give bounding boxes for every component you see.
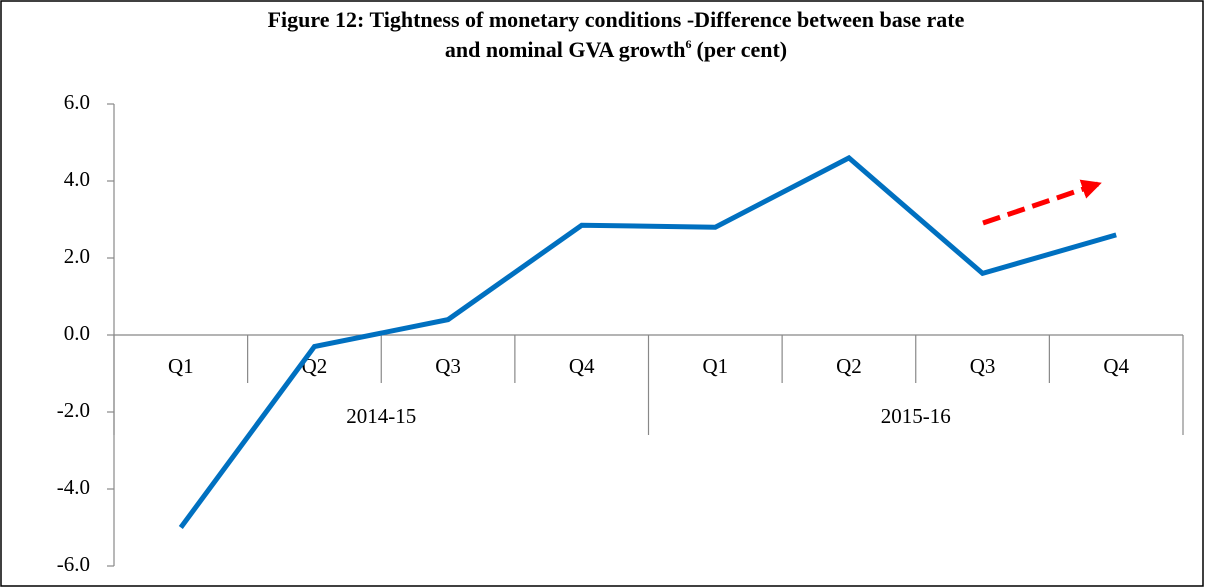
x-tick-label: Q1 xyxy=(702,354,728,378)
x-tick-label: Q4 xyxy=(1103,354,1129,378)
x-tick-label: Q3 xyxy=(970,354,996,378)
title-unit: (per cent) xyxy=(697,37,788,62)
y-tick-label: 4.0 xyxy=(64,167,90,191)
y-tick-label: 6.0 xyxy=(64,90,90,114)
chart-title: and nominal GVA growth xyxy=(445,37,686,62)
chart-title: and nominal GVA growth6 (per cent) xyxy=(445,37,787,62)
group-label: 2014-15 xyxy=(346,404,416,428)
y-tick-label: -6.0 xyxy=(57,552,90,576)
title-note: 6 xyxy=(686,37,692,51)
group-label: 2015-16 xyxy=(881,404,951,428)
line-series xyxy=(178,154,1117,529)
x-tick-label: Q1 xyxy=(168,354,194,378)
y-tick-label: -2.0 xyxy=(57,398,90,422)
x-tick-label: Q3 xyxy=(435,354,461,378)
x-tick-label: Q2 xyxy=(836,354,862,378)
y-tick-label: 2.0 xyxy=(64,244,90,268)
y-tick-label: 0.0 xyxy=(64,321,90,345)
x-tick-label: Q4 xyxy=(569,354,595,378)
y-tick-label: -4.0 xyxy=(57,475,90,499)
trend-arrow xyxy=(982,179,1102,226)
chart-title: Figure 12: Tightness of monetary conditi… xyxy=(268,7,965,32)
